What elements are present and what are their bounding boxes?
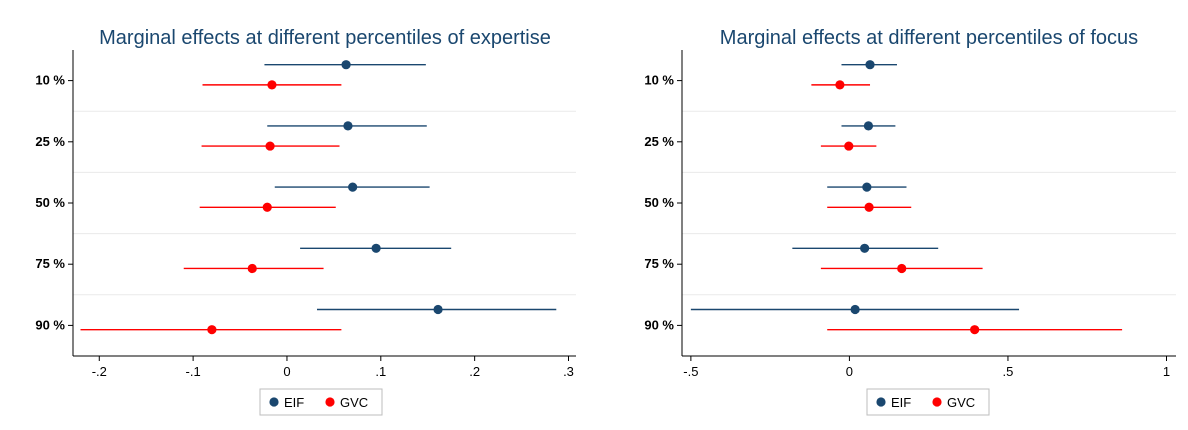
legend: EIF GVC [866, 388, 990, 416]
y-tick-label: 25 % [35, 134, 65, 149]
legend-label-gvc: GVC [947, 395, 975, 410]
point-gvc [897, 263, 907, 274]
point-gvc [970, 325, 980, 335]
chart-title: Marginal effects at different percentile… [720, 27, 1138, 49]
point-gvc [207, 325, 217, 335]
point-eif [850, 304, 860, 315]
chart-expertise: Marginal effects at different percentile… [35, 27, 576, 416]
point-gvc [864, 202, 874, 212]
point-gvc [262, 202, 272, 212]
x-tick-label: -.1 [186, 364, 201, 379]
legend-marker-gvc [325, 397, 335, 407]
x-tick-label: .1 [375, 364, 386, 379]
y-tick-label: 90 % [644, 317, 674, 332]
y-tick-label: 90 % [35, 317, 65, 332]
legend: EIF GVC [259, 388, 383, 416]
x-tick-label: -.2 [92, 364, 107, 379]
point-gvc [835, 80, 845, 90]
point-eif [348, 182, 358, 192]
point-eif [371, 243, 381, 253]
legend-box [259, 388, 383, 416]
legend-marker-eif [269, 397, 279, 407]
y-tick-label: 10 % [644, 73, 674, 88]
y-tick-label: 75 % [644, 256, 674, 271]
chart-focus: Marginal effects at different percentile… [644, 27, 1176, 416]
x-tick-label: .2 [469, 364, 480, 379]
y-tick-label: 50 % [35, 195, 65, 210]
point-eif [863, 121, 874, 131]
plot-area [682, 50, 1176, 356]
point-eif [433, 304, 443, 315]
point-eif [341, 60, 351, 70]
legend-label-eif: EIF [284, 395, 304, 410]
x-tick-label: 1 [1163, 364, 1170, 379]
plot-area [73, 50, 576, 356]
x-tick-label: 0 [846, 364, 853, 379]
point-gvc [265, 141, 275, 151]
y-tick-label: 10 % [35, 73, 65, 88]
chart-title: Marginal effects at different percentile… [99, 27, 551, 49]
point-gvc [267, 80, 277, 90]
x-tick-label: -.5 [683, 364, 698, 379]
x-tick-label: .3 [563, 364, 574, 379]
legend-label-gvc: GVC [340, 395, 368, 410]
x-tick-label: 0 [283, 364, 290, 379]
point-eif [865, 60, 875, 70]
legend-label-eif: EIF [891, 395, 911, 410]
point-eif [343, 121, 353, 131]
point-gvc [247, 263, 257, 274]
chart-panel-expertise: Marginal effects at different percentile… [0, 0, 592, 430]
y-tick-label: 25 % [644, 134, 674, 149]
legend-box [866, 388, 990, 416]
point-eif [862, 182, 872, 192]
point-eif [860, 243, 870, 253]
point-gvc [844, 141, 854, 151]
legend-marker-eif [876, 397, 886, 407]
y-tick-label: 50 % [644, 195, 674, 210]
x-tick-label: .5 [1003, 364, 1014, 379]
chart-panel-focus: Marginal effects at different percentile… [600, 0, 1188, 430]
y-tick-label: 75 % [35, 256, 65, 271]
legend-marker-gvc [932, 397, 942, 407]
